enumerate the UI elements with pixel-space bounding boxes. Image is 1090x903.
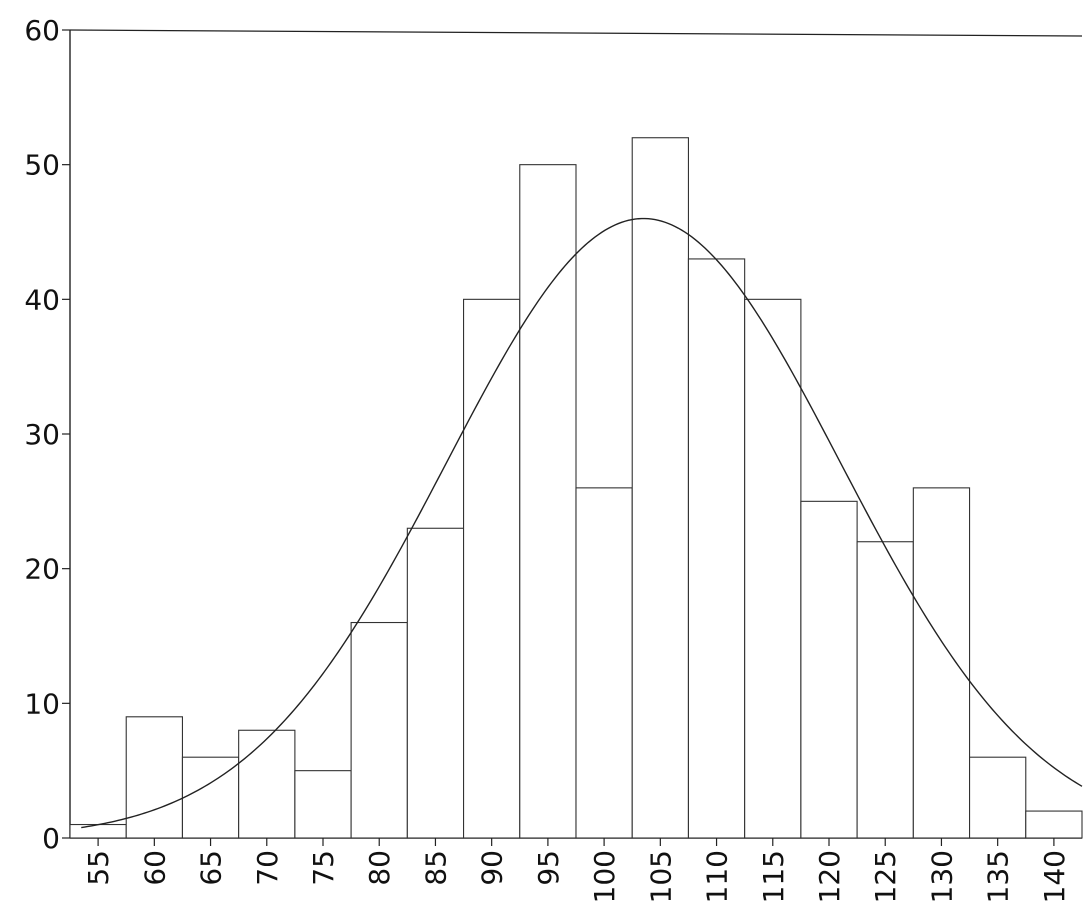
- histogram-bar: [912, 487, 971, 839]
- y-tick-label: 60: [24, 14, 60, 47]
- histogram-bar: [350, 621, 408, 839]
- histogram-bar: [856, 541, 914, 839]
- x-tick-label: 60: [138, 850, 171, 886]
- x-tick-label: 85: [419, 850, 452, 886]
- x-axis-ticks: 55 60 65 70 75 80 85 90 95 100 105 110 115 120 125 130 1…: [82, 838, 1071, 903]
- x-tick-label: 90: [476, 850, 509, 886]
- x-tick-label: 105: [644, 850, 677, 903]
- y-axis-ticks: 0 10 20 30 40 50 60: [24, 14, 70, 855]
- histogram-bar: [294, 770, 352, 839]
- y-tick-label: 30: [24, 418, 60, 451]
- top-border-line: [69, 29, 1083, 37]
- histogram-bar: [800, 500, 858, 839]
- x-tick-label: 120: [813, 850, 846, 903]
- y-tick-label: 40: [24, 283, 60, 316]
- histogram-bar: [575, 487, 633, 839]
- histogram-bar: [1025, 810, 1083, 839]
- normal-curve: [81, 217, 1083, 829]
- histogram-bar: [125, 716, 183, 839]
- x-tick-label: 75: [307, 850, 340, 886]
- histogram-bar: [631, 137, 689, 839]
- x-tick-label: 100: [588, 850, 621, 903]
- y-tick-label: 10: [24, 687, 60, 720]
- x-tick-label: 140: [1038, 850, 1071, 903]
- x-tick-label: 110: [701, 850, 734, 903]
- histogram-bar: [519, 164, 577, 839]
- y-tick-label: 0: [42, 822, 60, 855]
- histogram-bar: [744, 298, 802, 839]
- histogram-bar: [463, 298, 521, 839]
- y-tick-label: 20: [24, 553, 60, 586]
- y-tick-label: 50: [24, 149, 60, 182]
- x-tick-label: 125: [869, 850, 902, 903]
- histogram-bar: [687, 258, 746, 839]
- histogram-bar: [69, 823, 127, 839]
- histogram-bar: [238, 729, 296, 839]
- x-tick-label: 55: [82, 850, 115, 886]
- bars-group: [69, 137, 1083, 839]
- x-tick-label: 70: [251, 850, 284, 886]
- histogram-bar: [406, 527, 465, 839]
- x-tick-label: 115: [757, 850, 790, 903]
- x-tick-label: 80: [363, 850, 396, 886]
- x-tick-label: 130: [925, 850, 958, 903]
- histogram-bar: [969, 756, 1027, 839]
- x-tick-label: 65: [195, 850, 228, 886]
- x-tick-label: 95: [532, 850, 565, 886]
- x-tick-label: 135: [982, 850, 1015, 903]
